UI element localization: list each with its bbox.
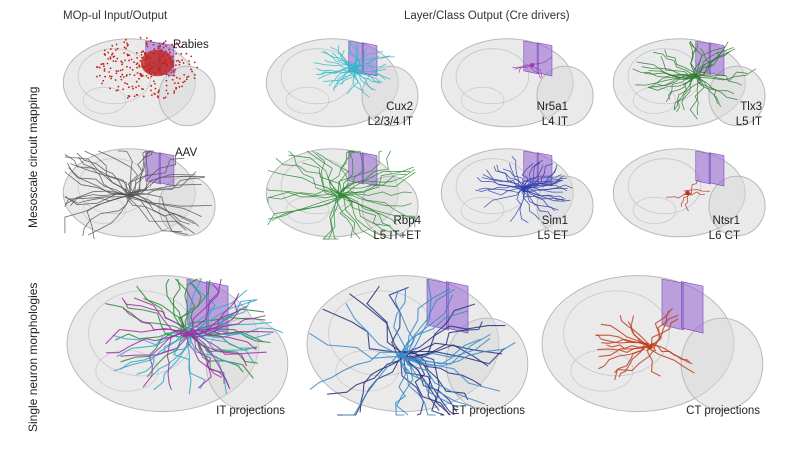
ntsr1-driver-label: Ntsr1 L6 CT <box>709 214 740 244</box>
cux2-line: Cux2 <box>386 101 413 113</box>
cux2-brain-image <box>265 38 419 128</box>
et-brain-image <box>306 275 529 416</box>
et-projections-label: ET projections <box>451 405 525 417</box>
nr5a1-line: Nr5a1 <box>536 101 568 113</box>
cux2-panel: Cux2 L2/3/4 IT <box>258 30 423 140</box>
row-label-single-neuron: Single neuron morphologies <box>26 282 40 432</box>
rabies-label: Rabies <box>173 39 209 51</box>
sim1-class: L5 ET <box>537 230 568 242</box>
rbp4-class: L5 IT+ET <box>373 230 421 242</box>
tlx3-brain-image <box>612 38 766 128</box>
nr5a1-class: L4 IT <box>541 116 568 128</box>
ntsr1-line: Ntsr1 <box>712 215 740 227</box>
aav-brain-image <box>62 148 216 240</box>
ct-brain-image <box>541 275 764 413</box>
ntsr1-panel: Ntsr1 L6 CT <box>605 140 770 250</box>
layer-class-header: Layer/Class Output (Cre drivers) <box>404 10 570 22</box>
nr5a1-brain-image <box>440 38 594 128</box>
rbp4-brain-image <box>265 148 419 240</box>
et-projections-panel: ET projections <box>295 262 535 432</box>
ct-projections-label: CT projections <box>686 405 760 417</box>
rbp4-panel: Rbp4 L5 IT+ET <box>258 140 423 250</box>
rabies-brain-image <box>62 36 216 128</box>
aav-panel: AAV <box>55 140 220 250</box>
ntsr1-class: L6 CT <box>708 230 740 242</box>
sim1-driver-label: Sim1 L5 ET <box>537 214 568 244</box>
cux2-driver-label: Cux2 L2/3/4 IT <box>368 100 413 130</box>
sim1-line: Sim1 <box>541 215 568 227</box>
sim1-panel: Sim1 L5 ET <box>433 140 598 250</box>
it-projections-label: IT projections <box>216 405 285 417</box>
it-brain-image <box>66 275 289 413</box>
nr5a1-panel: Nr5a1 L4 IT <box>433 30 598 140</box>
aav-label: AAV <box>175 147 198 159</box>
rabies-panel: Rabies <box>55 30 220 140</box>
rbp4-line: Rbp4 <box>393 215 422 227</box>
cux2-class: L2/3/4 IT <box>367 116 413 128</box>
input-output-header: MOp-ul Input/Output <box>63 10 168 22</box>
tlx3-class: L5 IT <box>735 116 762 128</box>
nr5a1-driver-label: Nr5a1 L4 IT <box>537 100 568 130</box>
ntsr1-brain-image <box>612 148 766 238</box>
sim1-brain-image <box>440 148 594 238</box>
tlx3-panel: Tlx3 L5 IT <box>605 30 770 140</box>
row-label-mesoscale: Mesoscale circuit mapping <box>26 86 40 228</box>
it-projections-panel: IT projections <box>55 262 295 432</box>
tlx3-line: Tlx3 <box>740 101 762 113</box>
rbp4-driver-label: Rbp4 L5 IT+ET <box>373 214 421 244</box>
ct-projections-panel: CT projections <box>530 262 770 432</box>
tlx3-driver-label: Tlx3 L5 IT <box>736 100 762 130</box>
